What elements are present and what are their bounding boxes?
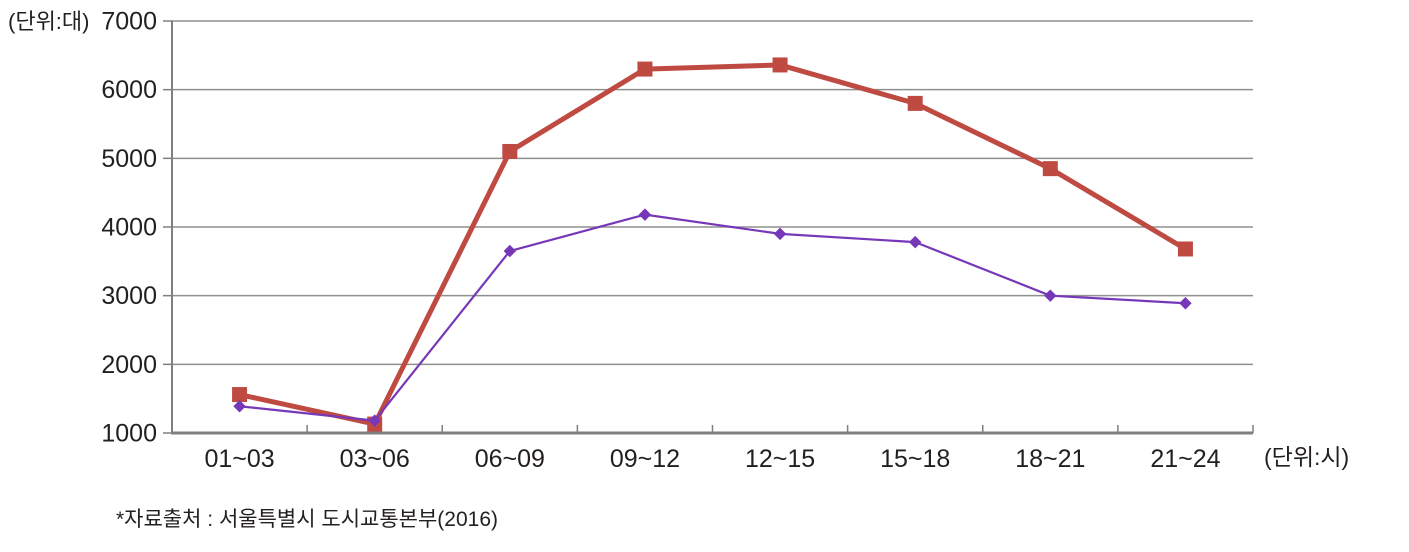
x-tick-label: 09~12 bbox=[610, 445, 680, 473]
red-square-series-marker bbox=[907, 95, 923, 111]
red-square-series-marker bbox=[637, 61, 653, 77]
red-square-series-marker bbox=[502, 143, 518, 159]
purple-diamond-series-line bbox=[239, 213, 1186, 422]
purple-diamond-series-marker bbox=[638, 208, 652, 221]
x-tick-label: 21~24 bbox=[1150, 445, 1220, 473]
y-tick-label: 1000 bbox=[101, 420, 157, 448]
y-tick-label: 3000 bbox=[101, 282, 157, 310]
x-tick-label: 01~03 bbox=[204, 445, 274, 473]
purple-diamond-series-marker bbox=[1179, 296, 1192, 310]
x-axis-unit-label: (단위:시) bbox=[1264, 444, 1350, 470]
source-note: *자료출처 : 서울특별시 도시교통본부(2016) bbox=[116, 508, 499, 531]
red-square-series-marker bbox=[772, 57, 788, 73]
x-tick-label: 18~21 bbox=[1015, 445, 1085, 473]
red-square-series-line bbox=[239, 62, 1187, 427]
x-tick-label: 12~15 bbox=[745, 445, 815, 473]
purple-diamond-series-marker bbox=[503, 244, 517, 258]
purple-diamond-series-marker bbox=[233, 399, 246, 413]
red-square-series-marker bbox=[232, 387, 248, 403]
x-tick-label: 15~18 bbox=[880, 445, 950, 473]
purple-diamond-series-marker bbox=[1044, 289, 1057, 302]
y-tick-label: 5000 bbox=[101, 145, 157, 173]
purple-diamond-series-marker bbox=[908, 235, 922, 249]
purple-diamond-series-marker bbox=[773, 227, 787, 241]
red-square-series-marker bbox=[1042, 161, 1058, 177]
y-tick-label: 6000 bbox=[101, 76, 157, 104]
y-tick-label: 7000 bbox=[101, 8, 157, 36]
y-tick-label: 4000 bbox=[101, 214, 157, 242]
red-square-series-marker bbox=[1177, 241, 1193, 257]
y-tick-label: 2000 bbox=[101, 351, 157, 379]
x-tick-label: 03~06 bbox=[340, 445, 410, 473]
x-tick-label: 06~09 bbox=[475, 445, 545, 473]
y-axis-unit-label: (단위:대) bbox=[8, 9, 90, 34]
